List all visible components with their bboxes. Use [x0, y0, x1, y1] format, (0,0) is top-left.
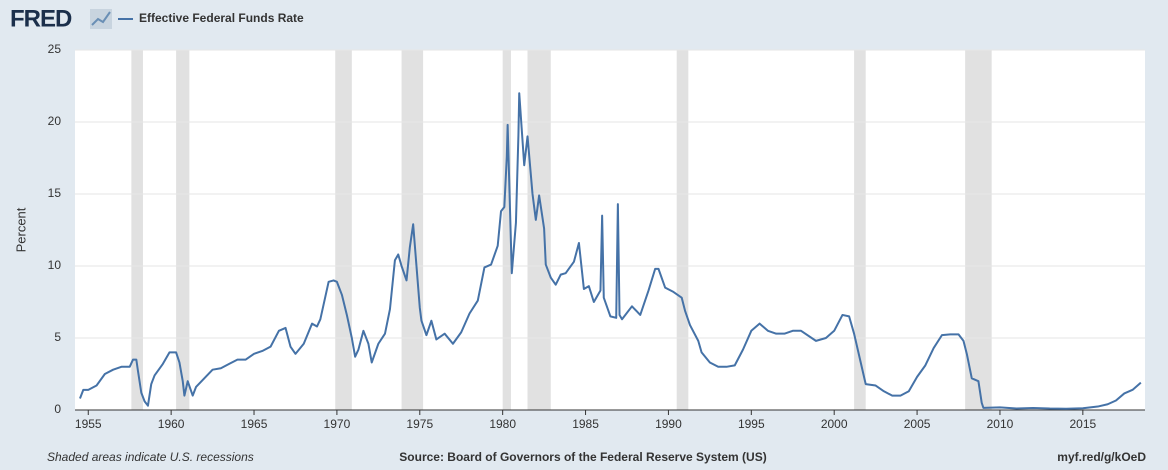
recession-band	[335, 50, 352, 410]
x-tick-label: 1965	[241, 417, 268, 431]
y-tick-label: 20	[48, 114, 62, 128]
x-tick-label: 1990	[655, 417, 682, 431]
link: myf.red/g/kOeD	[1057, 450, 1146, 464]
x-tick-label: 2005	[904, 417, 931, 431]
x-tick-label: 2015	[1069, 417, 1096, 431]
source: Source: Board of Governors of the Federa…	[399, 450, 766, 464]
x-tick-label: 1995	[738, 417, 765, 431]
y-tick-label: 5	[54, 330, 61, 344]
recession-band	[676, 50, 689, 410]
logo: FRED	[10, 5, 72, 32]
x-tick-label: 1955	[75, 417, 102, 431]
x-tick-label: 1975	[406, 417, 433, 431]
logo-icon-line	[91, 11, 111, 26]
footer-note: Shaded areas indicate U.S. recessions	[47, 450, 254, 464]
recession-band	[527, 50, 551, 410]
x-tick-label: 2000	[821, 417, 848, 431]
recession-band	[176, 50, 190, 410]
data-line	[79, 92, 1142, 410]
logo-icon	[90, 9, 112, 29]
x-tick-label: 1960	[158, 417, 185, 431]
y-tick-label: 25	[48, 42, 62, 56]
y-tick-label: 0	[54, 402, 61, 416]
y-tick-label: 15	[48, 186, 62, 200]
y-axis-label: Percent	[13, 207, 28, 252]
x-tick-label: 1970	[324, 417, 351, 431]
x-tick-label: 1980	[489, 417, 516, 431]
recession-band	[502, 50, 511, 410]
recession-band	[965, 50, 992, 410]
recession-band	[131, 50, 143, 410]
y-tick-label: 10	[48, 258, 62, 272]
legend-label: Effective Federal Funds Rate	[139, 11, 304, 25]
x-tick-label: 1985	[572, 417, 599, 431]
x-tick-label: 2010	[987, 417, 1014, 431]
recession-band	[854, 50, 866, 410]
